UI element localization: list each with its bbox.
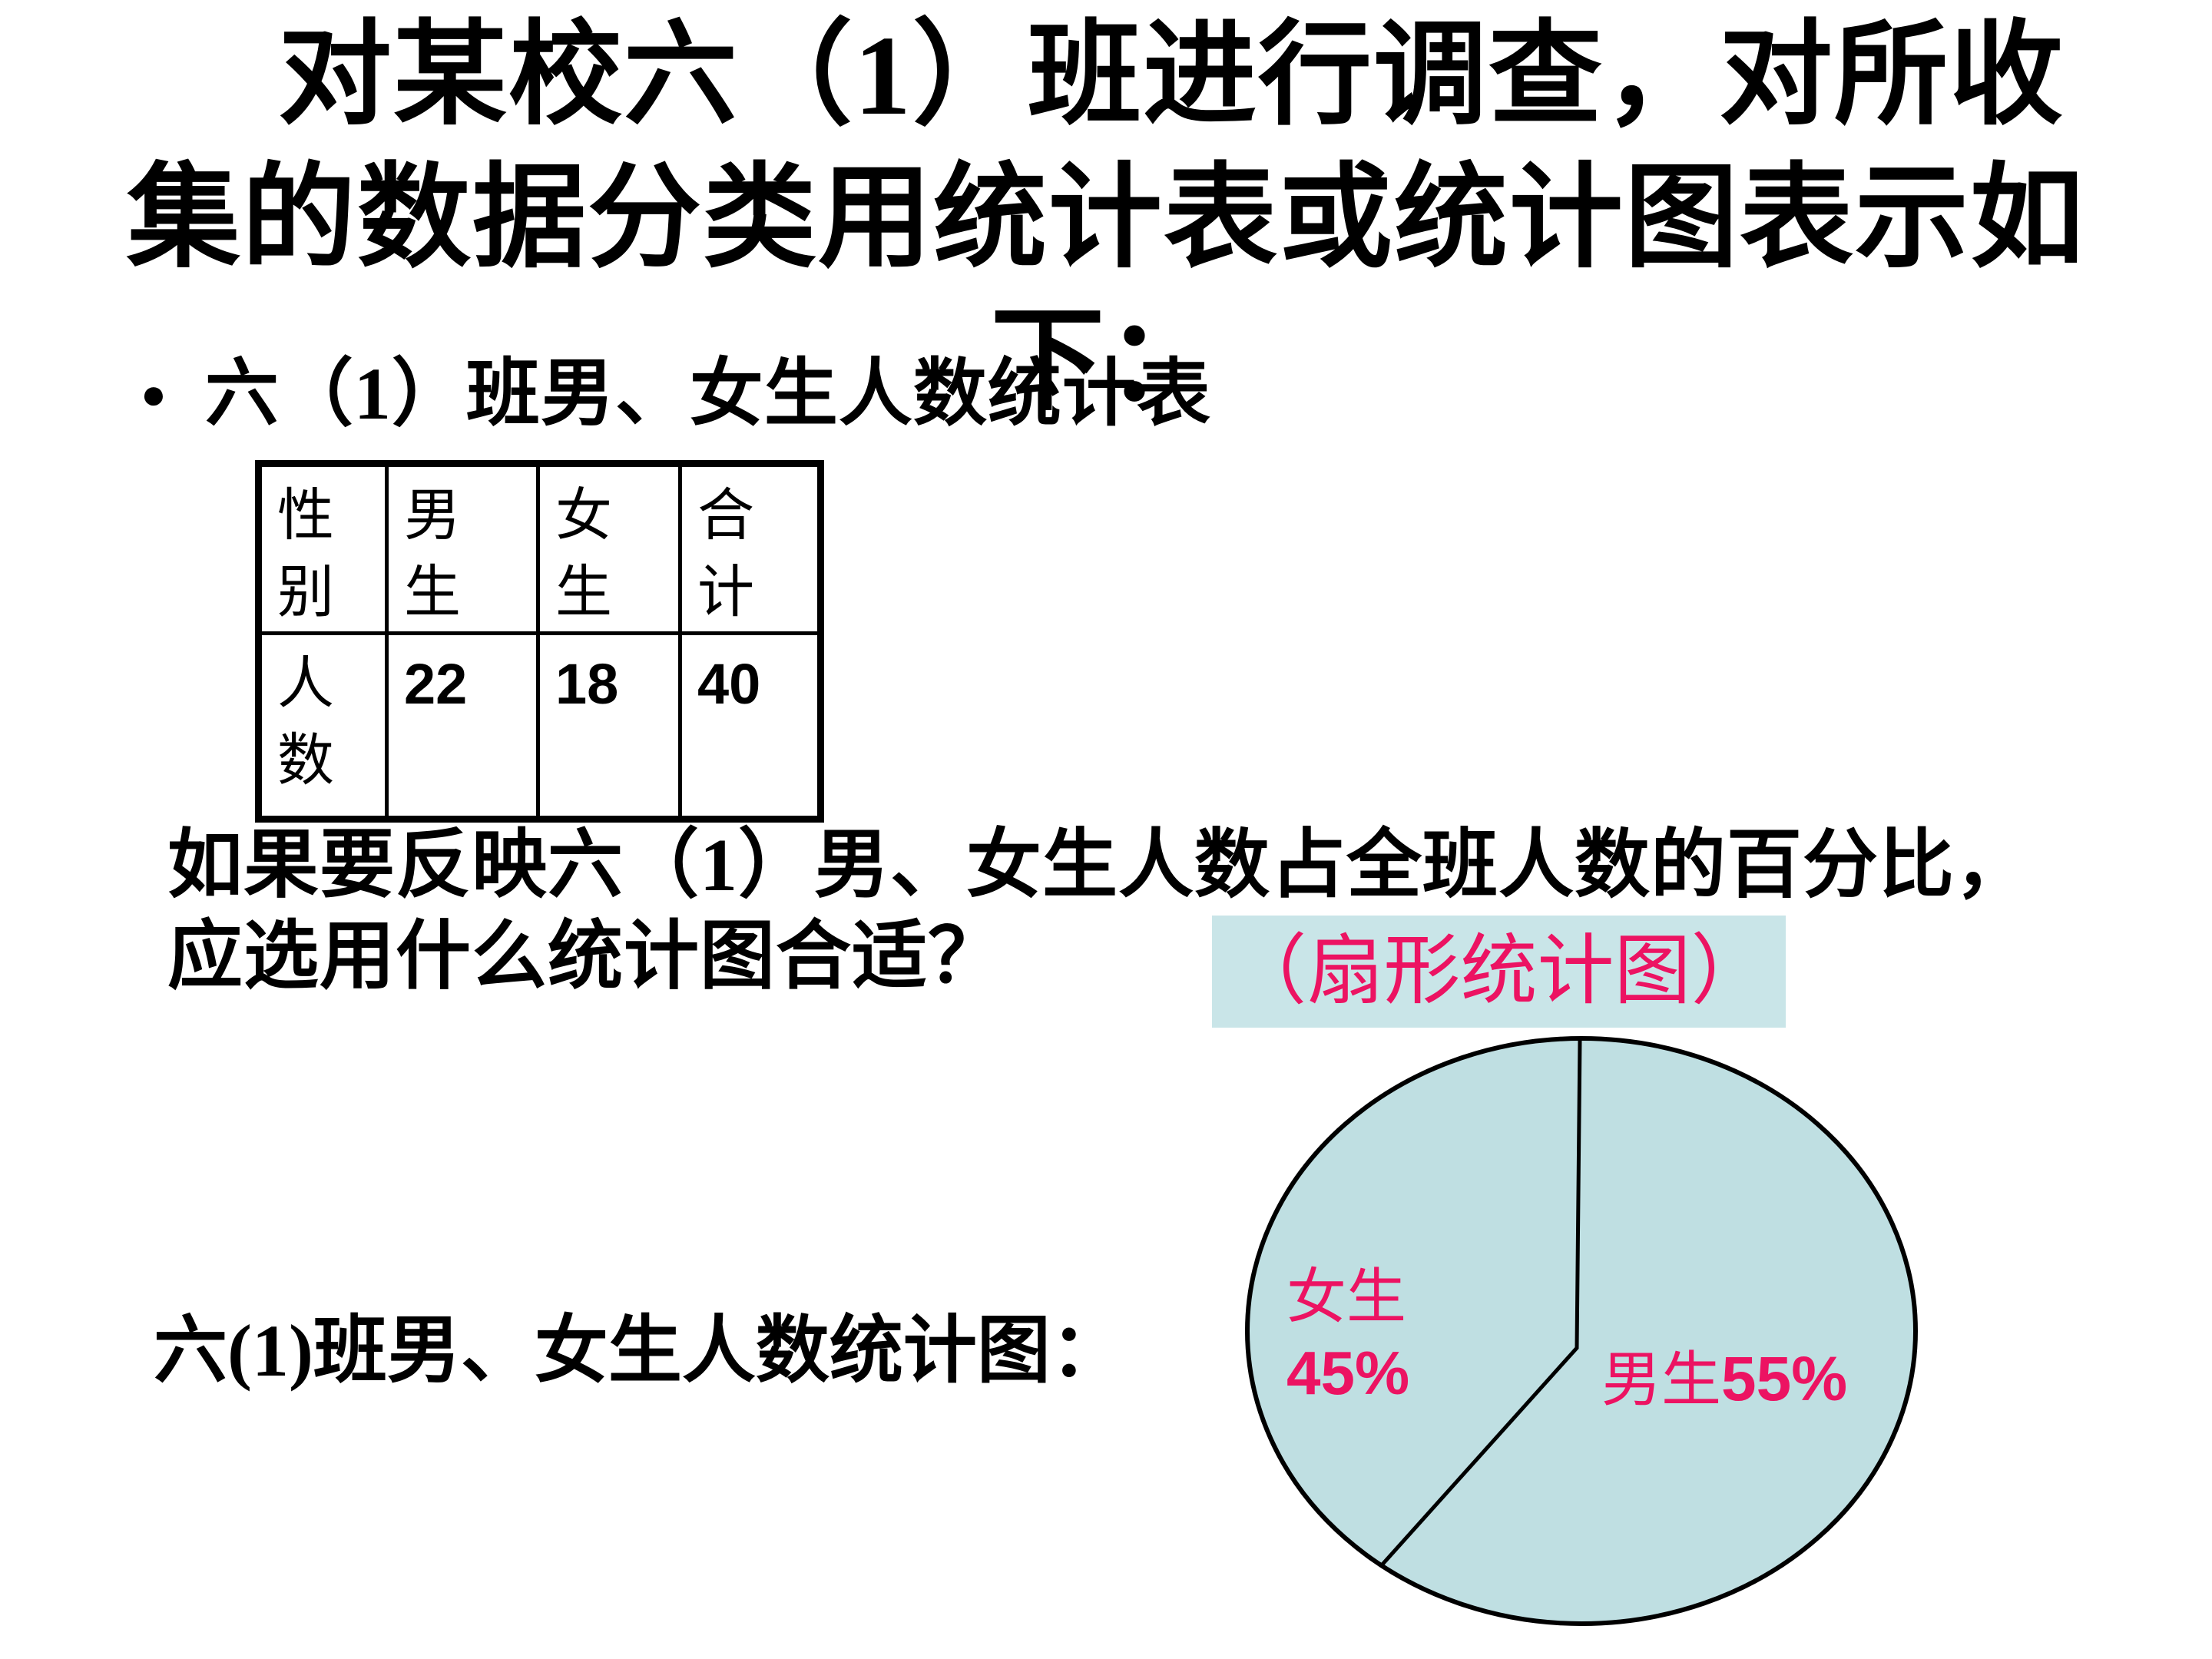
answer-text: （扇形统计图） [1230, 929, 1768, 1014]
title-line-2: 集的数据分类用统计表或统计图表示如 [127, 156, 2085, 282]
table-header-gender: 性别 [257, 462, 389, 635]
bullet-marker-icon: ● [141, 369, 167, 418]
table-cell-boys-count: 22 [385, 631, 540, 821]
table-header-girls: 女生 [536, 462, 682, 635]
pie-label-male-pct: 55% [1721, 1344, 1848, 1414]
pie-label-female-pct: 45% [1286, 1339, 1410, 1407]
question-line-2: 应选用什么统计图合适？ [167, 916, 1005, 998]
bullet-item: ● 六（1）班男、女生人数统计表 [141, 347, 1211, 441]
table-header-boys: 男生 [385, 462, 540, 635]
table-header-row: 性别 男生 女生 合计 [257, 462, 823, 635]
gender-count-table: 性别 男生 女生 合计 人数 22 18 40 [255, 460, 824, 823]
question-line-1: 如果要反映六（1）男、女生人数占全班人数的百分比， [167, 824, 2032, 907]
table-data-row: 人数 22 18 40 [257, 631, 823, 821]
question-text: 如果要反映六（1）男、女生人数占全班人数的百分比， 应选用什么统计图合适？ [167, 820, 2031, 1003]
slide-title: 对某校六（1）班进行调查，对所收 集的数据分类用统计表或统计图表示如 下： [0, 5, 2212, 433]
table-cell-total-count: 40 [678, 631, 823, 821]
table-cell-girls-count: 18 [536, 631, 682, 821]
pie-circle [1245, 1036, 1918, 1626]
table-row-label: 人数 [257, 631, 389, 821]
table-header-total: 合计 [678, 462, 823, 635]
pie-slice-divider [1379, 1039, 1582, 1568]
table-caption: 六（1）班男、女生人数统计表 [204, 353, 1211, 435]
pie-label-male: 男生55% [1601, 1343, 1847, 1434]
title-line-3: 下： [991, 299, 1221, 425]
title-line-1: 对某校六（1）班进行调查，对所收 [278, 13, 2065, 139]
pie-label-male-name: 男生 [1601, 1346, 1722, 1413]
pie-label-female: 女生 45% [1286, 1260, 1409, 1412]
pie-chart [1245, 1036, 1918, 1626]
pie-chart-caption: 六(1)班男、女生人数统计图： [154, 1310, 1124, 1392]
answer-highlight-box: （扇形统计图） [1212, 916, 1786, 1028]
pie-label-female-name: 女生 [1286, 1263, 1407, 1330]
